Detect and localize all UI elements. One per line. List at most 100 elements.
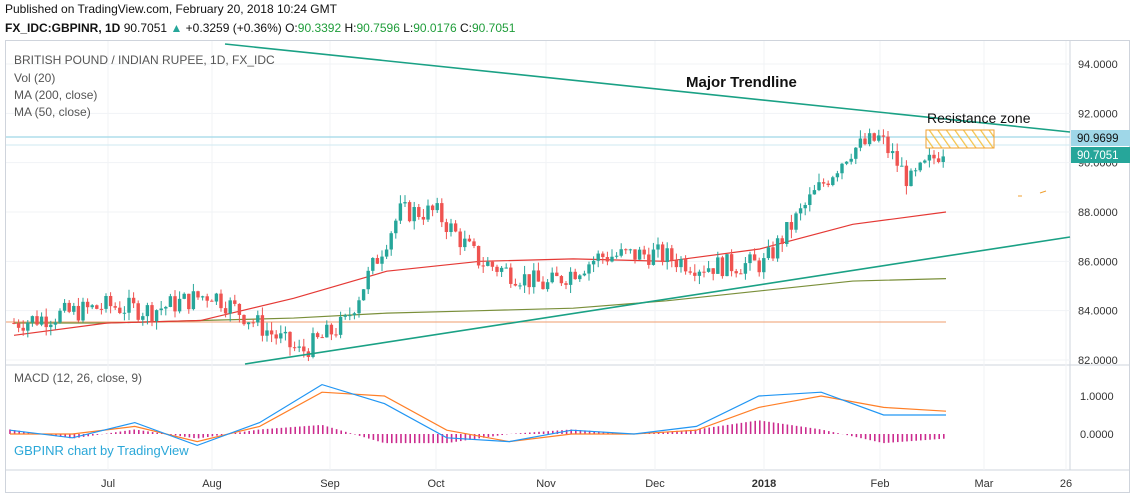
candle-body bbox=[522, 274, 527, 286]
candle-body bbox=[292, 347, 297, 349]
symbol-label: FX_IDC:GBPINR, 1D bbox=[5, 21, 121, 35]
candle-body bbox=[624, 249, 628, 251]
candle-body bbox=[509, 267, 513, 284]
candle-body bbox=[131, 297, 136, 304]
candle-body bbox=[288, 331, 292, 348]
candle-body bbox=[513, 283, 518, 286]
candle-body bbox=[426, 205, 430, 220]
candle-body bbox=[849, 158, 853, 162]
low-value: 90.0176 bbox=[413, 21, 457, 35]
candle-body bbox=[164, 306, 168, 309]
candle-body bbox=[90, 305, 94, 308]
candle-body bbox=[154, 310, 159, 322]
candle-body bbox=[72, 305, 76, 312]
legend-macd[interactable]: MACD (12, 26, close, 9) bbox=[14, 371, 143, 385]
legend-ma200[interactable]: MA (200, close) bbox=[14, 88, 98, 102]
time-tick-label: 2018 bbox=[752, 478, 776, 490]
candle-body bbox=[734, 271, 738, 274]
last-price: 90.7051 bbox=[123, 21, 168, 35]
ma50-path bbox=[13, 211, 947, 336]
candle-body bbox=[614, 255, 619, 257]
candle-body bbox=[118, 307, 122, 313]
candle-body bbox=[421, 216, 426, 220]
candle-body bbox=[900, 165, 904, 167]
watermark: GBPINR chart by TradingView bbox=[14, 443, 189, 458]
candle-body bbox=[30, 316, 35, 323]
candle-body bbox=[642, 249, 646, 255]
candle-body bbox=[205, 296, 209, 301]
candle-body bbox=[518, 285, 522, 287]
candle-body bbox=[274, 334, 278, 339]
candle-body bbox=[582, 273, 587, 276]
candle-body bbox=[361, 289, 366, 301]
candle-body bbox=[481, 265, 485, 267]
legend-ma50[interactable]: MA (50, close) bbox=[14, 105, 91, 119]
candle-body bbox=[568, 271, 573, 285]
candle-body bbox=[398, 203, 403, 221]
price-tick-label: 82.0000 bbox=[1078, 355, 1118, 367]
candle-body bbox=[904, 165, 909, 187]
candle-body bbox=[108, 295, 113, 307]
candle-body bbox=[58, 310, 62, 323]
candle-body bbox=[785, 222, 789, 244]
candle-body bbox=[177, 298, 182, 312]
close-label: C: bbox=[459, 21, 472, 35]
high-label: H: bbox=[344, 21, 357, 35]
ma200-line bbox=[14, 278, 947, 324]
candle-body bbox=[260, 315, 265, 336]
candle-body bbox=[348, 315, 352, 317]
candle-body bbox=[651, 249, 656, 265]
support-trendline[interactable] bbox=[244, 236, 1071, 365]
time-tick-label: Jul bbox=[101, 478, 115, 490]
candle-body bbox=[21, 327, 25, 331]
candle-body bbox=[936, 158, 941, 162]
published-note: Published on TradingView.com, February 2… bbox=[5, 2, 337, 16]
high-value: 90.7596 bbox=[356, 21, 400, 35]
candle-body bbox=[141, 316, 145, 320]
candle-body bbox=[918, 162, 922, 171]
candle-body bbox=[923, 160, 927, 163]
price-tag-resistance-text: 90.9699 bbox=[1077, 133, 1119, 145]
candle-body bbox=[762, 258, 766, 273]
chart-frame bbox=[5, 40, 1130, 493]
candle-body bbox=[941, 156, 945, 162]
candle-body bbox=[251, 322, 255, 324]
candle-body bbox=[499, 267, 504, 272]
candle-body bbox=[633, 249, 637, 260]
candle-body bbox=[343, 315, 347, 317]
major-trendline[interactable] bbox=[224, 43, 1071, 133]
candle-body bbox=[242, 314, 246, 325]
candle-body bbox=[440, 203, 444, 223]
candle-body bbox=[81, 301, 85, 321]
candle-body bbox=[62, 302, 67, 311]
candle-body bbox=[601, 253, 605, 258]
candle-body bbox=[472, 241, 476, 246]
price-tag-resistance bbox=[1071, 130, 1130, 146]
price-tick-label: 84.0000 bbox=[1078, 306, 1118, 318]
legend-vol[interactable]: Vol (20) bbox=[14, 71, 56, 85]
candle-body bbox=[352, 313, 357, 316]
candle-body bbox=[329, 324, 334, 335]
candle-body bbox=[932, 154, 936, 159]
price-tick-label: 88.0000 bbox=[1078, 207, 1118, 219]
price-axis: 94.000092.000090.000088.000086.000084.00… bbox=[1078, 59, 1118, 367]
candle-body bbox=[826, 183, 830, 186]
candle-body bbox=[297, 346, 301, 348]
candle-body bbox=[223, 308, 228, 314]
candle-body bbox=[660, 244, 665, 263]
candle-body bbox=[366, 270, 370, 290]
time-tick-label: Dec bbox=[645, 478, 665, 490]
resistance-zone[interactable] bbox=[925, 129, 995, 149]
time-tick-label: Feb bbox=[871, 478, 890, 490]
candle-body bbox=[808, 194, 812, 205]
chart-title: BRITISH POUND / INDIAN RUPEE, 1D, FX_IDC bbox=[14, 53, 275, 67]
candle-body bbox=[766, 247, 771, 259]
candle-body bbox=[136, 303, 140, 320]
candle-body bbox=[504, 267, 508, 269]
candle-body bbox=[835, 173, 840, 178]
candle-body bbox=[403, 202, 407, 204]
candle-body bbox=[706, 268, 711, 272]
signal-line bbox=[10, 391, 947, 443]
ma50-line bbox=[13, 211, 947, 336]
